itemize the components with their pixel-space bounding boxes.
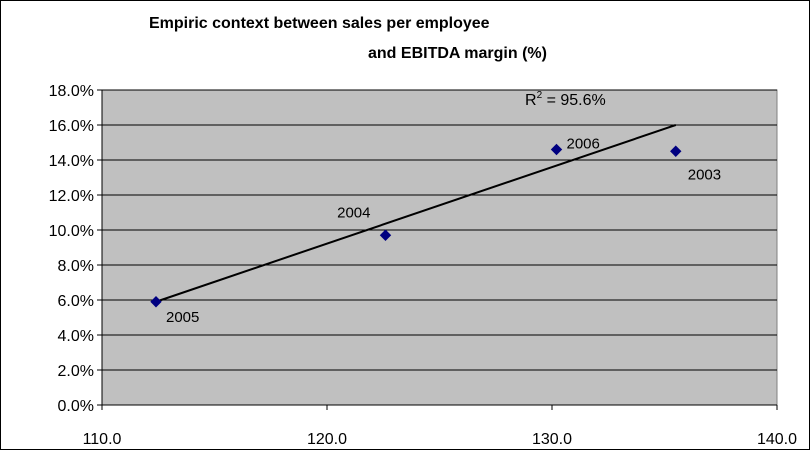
y-tick-label-0: 0.0%	[58, 398, 94, 415]
x-axis-tick-labels: 110.0 120.0 130.0 140.0	[83, 431, 798, 448]
r-squared-value: = 95.6%	[542, 92, 606, 109]
x-tick-label-2: 130.0	[532, 431, 572, 448]
data-points: 2005 2004 2006 2003	[150, 136, 721, 326]
data-point-label-2006: 2006	[567, 136, 600, 153]
x-tick-label-0: 110.0	[83, 431, 122, 448]
plot-area	[101, 89, 778, 406]
r-squared-label: R2 = 95.6%	[525, 90, 606, 109]
y-tick-label-9: 18.0%	[49, 83, 94, 100]
data-point-label-2004: 2004	[337, 204, 370, 221]
r-squared-exponent: 2	[537, 90, 543, 101]
x-tick-label-3: 140.0	[757, 431, 797, 448]
y-tick-label-8: 16.0%	[49, 118, 94, 135]
data-point-2004	[379, 229, 392, 241]
y-tick-label-7: 14.0%	[49, 153, 94, 170]
data-point-2003	[670, 145, 682, 157]
chart-title-line-1: Empiric context between sales per employ…	[149, 15, 490, 32]
data-point-2006	[550, 143, 563, 156]
y-tick-label-1: 2.0%	[58, 363, 94, 380]
y-tick-label-3: 6.0%	[58, 293, 94, 310]
gridlines	[102, 89, 777, 371]
y-tick-label-4: 8.0%	[58, 258, 94, 275]
axes	[97, 89, 778, 410]
data-point-2005	[150, 296, 162, 308]
trendline	[155, 124, 677, 303]
y-tick-label-5: 10.0%	[49, 223, 94, 240]
chart-title-line-2: and EBITDA margin (%)	[368, 45, 547, 62]
r-squared-prefix: R	[525, 92, 537, 109]
y-tick-label-2: 4.0%	[58, 328, 94, 345]
y-axis-tick-labels: 0.0% 2.0% 4.0% 6.0% 8.0% 10.0% 12.0% 14.0% 16.0%…	[49, 83, 94, 415]
y-tick-label-6: 12.0%	[49, 188, 94, 205]
data-point-label-2003: 2003	[688, 166, 721, 183]
x-tick-label-1: 120.0	[307, 431, 347, 448]
data-point-label-2005: 2005	[166, 309, 199, 326]
